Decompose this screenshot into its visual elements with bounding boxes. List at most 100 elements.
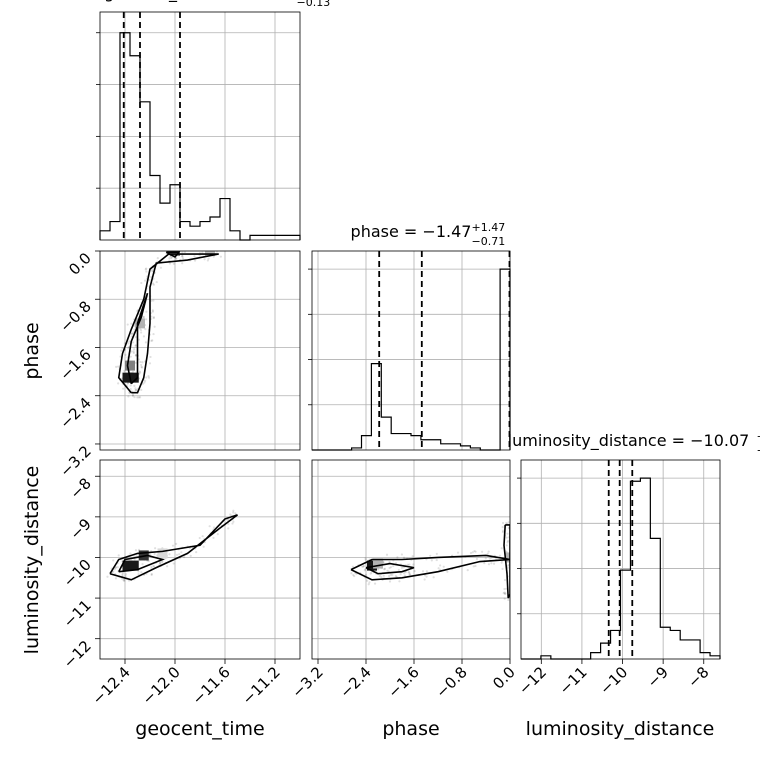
sample-point <box>362 564 365 568</box>
sample-point <box>137 570 140 573</box>
sample-point <box>398 580 401 583</box>
sample-point <box>169 257 173 260</box>
sample-point <box>121 574 124 577</box>
contour-panel-geocent_time-phase <box>100 247 300 450</box>
sample-point <box>439 564 442 567</box>
density-cell <box>122 560 133 571</box>
x-axis-label: phase <box>382 718 439 740</box>
x-tick-label: −12 <box>515 663 550 698</box>
sample-point <box>151 309 154 312</box>
panel-title: luminosity_distance = −10.07 <box>508 431 750 451</box>
sample-point <box>232 511 235 514</box>
sample-point <box>119 355 122 358</box>
sample-point <box>469 551 473 555</box>
sample-point <box>488 557 491 560</box>
sample-point <box>466 569 469 572</box>
sample-point <box>442 565 445 568</box>
density-cell <box>125 360 135 371</box>
sample-point <box>385 553 389 556</box>
sample-point <box>361 565 364 568</box>
sample-point <box>425 570 428 573</box>
sample-point <box>513 522 515 524</box>
sample-point <box>503 591 506 594</box>
sample-point <box>150 339 153 342</box>
density-cell <box>157 548 168 559</box>
sample-point <box>368 581 371 584</box>
sample-point <box>120 577 124 580</box>
y-tick-label: −2.4 <box>56 394 94 432</box>
sample-point <box>232 520 235 523</box>
sample-point <box>172 562 175 565</box>
sample-point <box>137 396 140 399</box>
contour-line <box>503 524 510 599</box>
sample-point <box>175 257 178 260</box>
sample-point <box>181 255 184 258</box>
sample-point <box>513 547 515 549</box>
sample-point <box>232 509 235 512</box>
contour-panel-geocent_time-luminosity_distance <box>100 460 300 659</box>
x-tick-label: 0.0 <box>489 663 519 693</box>
sample-point <box>437 567 440 570</box>
sample-point <box>152 316 155 320</box>
sample-point <box>183 555 186 559</box>
sample-point <box>164 248 166 250</box>
x-tick-label: −11 <box>556 663 591 698</box>
sample-point <box>483 561 486 565</box>
sample-point <box>112 570 115 573</box>
sample-point <box>386 569 389 572</box>
sample-point <box>150 572 153 576</box>
histogram-frame <box>311 250 511 451</box>
sample-point <box>134 361 138 364</box>
sample-point <box>148 362 152 365</box>
sample-point <box>133 328 136 331</box>
sample-point <box>140 388 143 392</box>
contour-content <box>106 509 238 582</box>
contour-line <box>117 253 219 394</box>
sample-point <box>123 578 126 581</box>
sample-point <box>137 338 141 341</box>
sample-point <box>144 327 147 331</box>
panel-title: phase = −1.47 <box>351 222 472 241</box>
contour-line <box>118 554 166 573</box>
y-tick-label: −10 <box>60 556 95 591</box>
sample-point <box>484 557 487 560</box>
sample-point <box>134 388 137 392</box>
sample-point <box>500 547 503 550</box>
contour-frame <box>99 250 301 451</box>
sample-point <box>141 361 144 364</box>
sample-point <box>142 315 146 319</box>
sample-point <box>350 572 353 575</box>
sample-point <box>158 562 162 565</box>
sample-point <box>129 384 132 387</box>
sample-point <box>512 522 514 524</box>
sample-point <box>145 318 148 321</box>
sample-point <box>403 574 407 577</box>
contour-content <box>115 247 222 399</box>
sample-point <box>151 269 154 273</box>
sample-point <box>429 554 432 557</box>
x-tick-label: −10 <box>596 663 631 698</box>
sample-point <box>383 568 386 571</box>
sample-point <box>175 553 179 556</box>
sample-point <box>140 366 144 369</box>
sample-point <box>156 257 159 260</box>
sample-point <box>195 551 198 554</box>
sample-point <box>167 247 169 249</box>
sample-point <box>227 522 230 526</box>
sample-point <box>145 310 148 313</box>
sample-point <box>133 396 136 399</box>
sample-point <box>126 382 129 385</box>
sample-point <box>474 550 477 553</box>
density-cell <box>367 560 377 571</box>
sample-point <box>171 544 175 547</box>
sample-point <box>513 527 515 529</box>
sample-point <box>129 552 132 555</box>
sample-point <box>131 393 135 396</box>
sample-point <box>150 268 153 271</box>
sample-point <box>421 570 425 573</box>
sample-point <box>152 332 155 336</box>
sample-point <box>490 562 493 565</box>
sample-point <box>138 370 141 373</box>
